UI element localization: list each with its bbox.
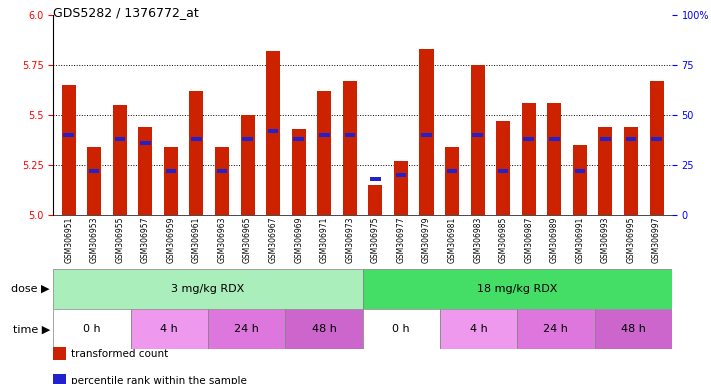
Bar (63, 133, 74, 137)
Text: GSM306961: GSM306961 (192, 217, 201, 263)
Bar (626, 137, 636, 141)
Bar (363, 309, 440, 349)
Bar (87, 147, 101, 215)
Bar (421, 133, 432, 137)
Bar (292, 129, 306, 215)
Bar (139, 127, 152, 215)
Text: 4 h: 4 h (470, 324, 488, 334)
Text: 0 h: 0 h (392, 324, 410, 334)
Bar (624, 127, 638, 215)
Text: GSM306979: GSM306979 (422, 217, 431, 263)
Bar (363, 269, 672, 309)
Text: 48 h: 48 h (311, 324, 336, 334)
Bar (131, 309, 208, 349)
Text: 0 h: 0 h (83, 324, 101, 334)
Text: 24 h: 24 h (543, 324, 568, 334)
Bar (113, 105, 127, 215)
Bar (164, 147, 178, 215)
Text: GSM306971: GSM306971 (320, 217, 328, 263)
Bar (345, 133, 355, 137)
Bar (394, 161, 408, 215)
Text: GSM306951: GSM306951 (64, 217, 73, 263)
Bar (396, 173, 406, 177)
Bar (268, 129, 279, 133)
Text: GSM306955: GSM306955 (115, 217, 124, 263)
Bar (522, 103, 536, 215)
Text: 48 h: 48 h (621, 324, 646, 334)
Text: dose ▶: dose ▶ (11, 284, 50, 294)
Bar (549, 137, 560, 141)
Bar (523, 137, 534, 141)
Text: GSM306957: GSM306957 (141, 217, 150, 263)
Bar (600, 137, 611, 141)
Bar (517, 309, 594, 349)
Bar (368, 185, 383, 215)
Bar (140, 141, 151, 146)
Text: GDS5282 / 1376772_at: GDS5282 / 1376772_at (53, 6, 199, 19)
Bar (62, 85, 75, 215)
Text: 3 mg/kg RDX: 3 mg/kg RDX (171, 284, 245, 294)
Text: GSM306997: GSM306997 (652, 217, 661, 263)
Text: GSM306985: GSM306985 (498, 217, 508, 263)
Text: GSM306987: GSM306987 (524, 217, 533, 263)
Text: GSM306993: GSM306993 (601, 217, 610, 263)
Bar (447, 169, 457, 173)
Bar (191, 137, 202, 141)
Bar (343, 81, 357, 215)
Bar (496, 121, 510, 215)
Bar (445, 147, 459, 215)
Bar (266, 51, 280, 215)
Text: GSM306983: GSM306983 (473, 217, 482, 263)
Text: GSM306973: GSM306973 (346, 217, 354, 263)
Text: time ▶: time ▶ (13, 324, 50, 334)
Bar (472, 133, 483, 137)
Bar (166, 169, 176, 173)
Bar (114, 137, 125, 141)
Bar (189, 91, 203, 215)
Bar (594, 309, 672, 349)
Text: GSM306963: GSM306963 (218, 217, 227, 263)
Bar (208, 309, 285, 349)
Bar (240, 115, 255, 215)
Bar (53, 269, 363, 309)
Text: GSM306965: GSM306965 (243, 217, 252, 263)
Bar (547, 103, 562, 215)
Text: GSM306959: GSM306959 (166, 217, 176, 263)
Text: GSM306953: GSM306953 (90, 217, 99, 263)
Bar (319, 133, 329, 137)
Bar (294, 137, 304, 141)
Text: GSM306977: GSM306977 (397, 217, 405, 263)
Bar (215, 147, 229, 215)
Text: percentile rank within the sample: percentile rank within the sample (71, 376, 247, 384)
Text: transformed count: transformed count (71, 349, 169, 359)
Text: GSM306975: GSM306975 (371, 217, 380, 263)
Bar (471, 65, 485, 215)
Text: GSM306969: GSM306969 (294, 217, 303, 263)
Bar (285, 309, 363, 349)
Bar (370, 177, 380, 181)
Bar (498, 169, 508, 173)
Bar (419, 49, 434, 215)
Bar (573, 145, 587, 215)
Text: 18 mg/kg RDX: 18 mg/kg RDX (477, 284, 557, 294)
Bar (599, 127, 612, 215)
Text: GSM306981: GSM306981 (447, 217, 456, 263)
Text: GSM306989: GSM306989 (550, 217, 559, 263)
Text: GSM306991: GSM306991 (575, 217, 584, 263)
Bar (440, 309, 517, 349)
Bar (574, 169, 585, 173)
Bar (651, 137, 662, 141)
Bar (242, 137, 253, 141)
Bar (650, 81, 663, 215)
Bar (89, 169, 100, 173)
Bar (217, 169, 228, 173)
Text: GSM306967: GSM306967 (269, 217, 278, 263)
Text: GSM306995: GSM306995 (626, 217, 636, 263)
Text: 24 h: 24 h (234, 324, 259, 334)
Bar (317, 91, 331, 215)
Text: 4 h: 4 h (161, 324, 178, 334)
Bar (53, 309, 131, 349)
